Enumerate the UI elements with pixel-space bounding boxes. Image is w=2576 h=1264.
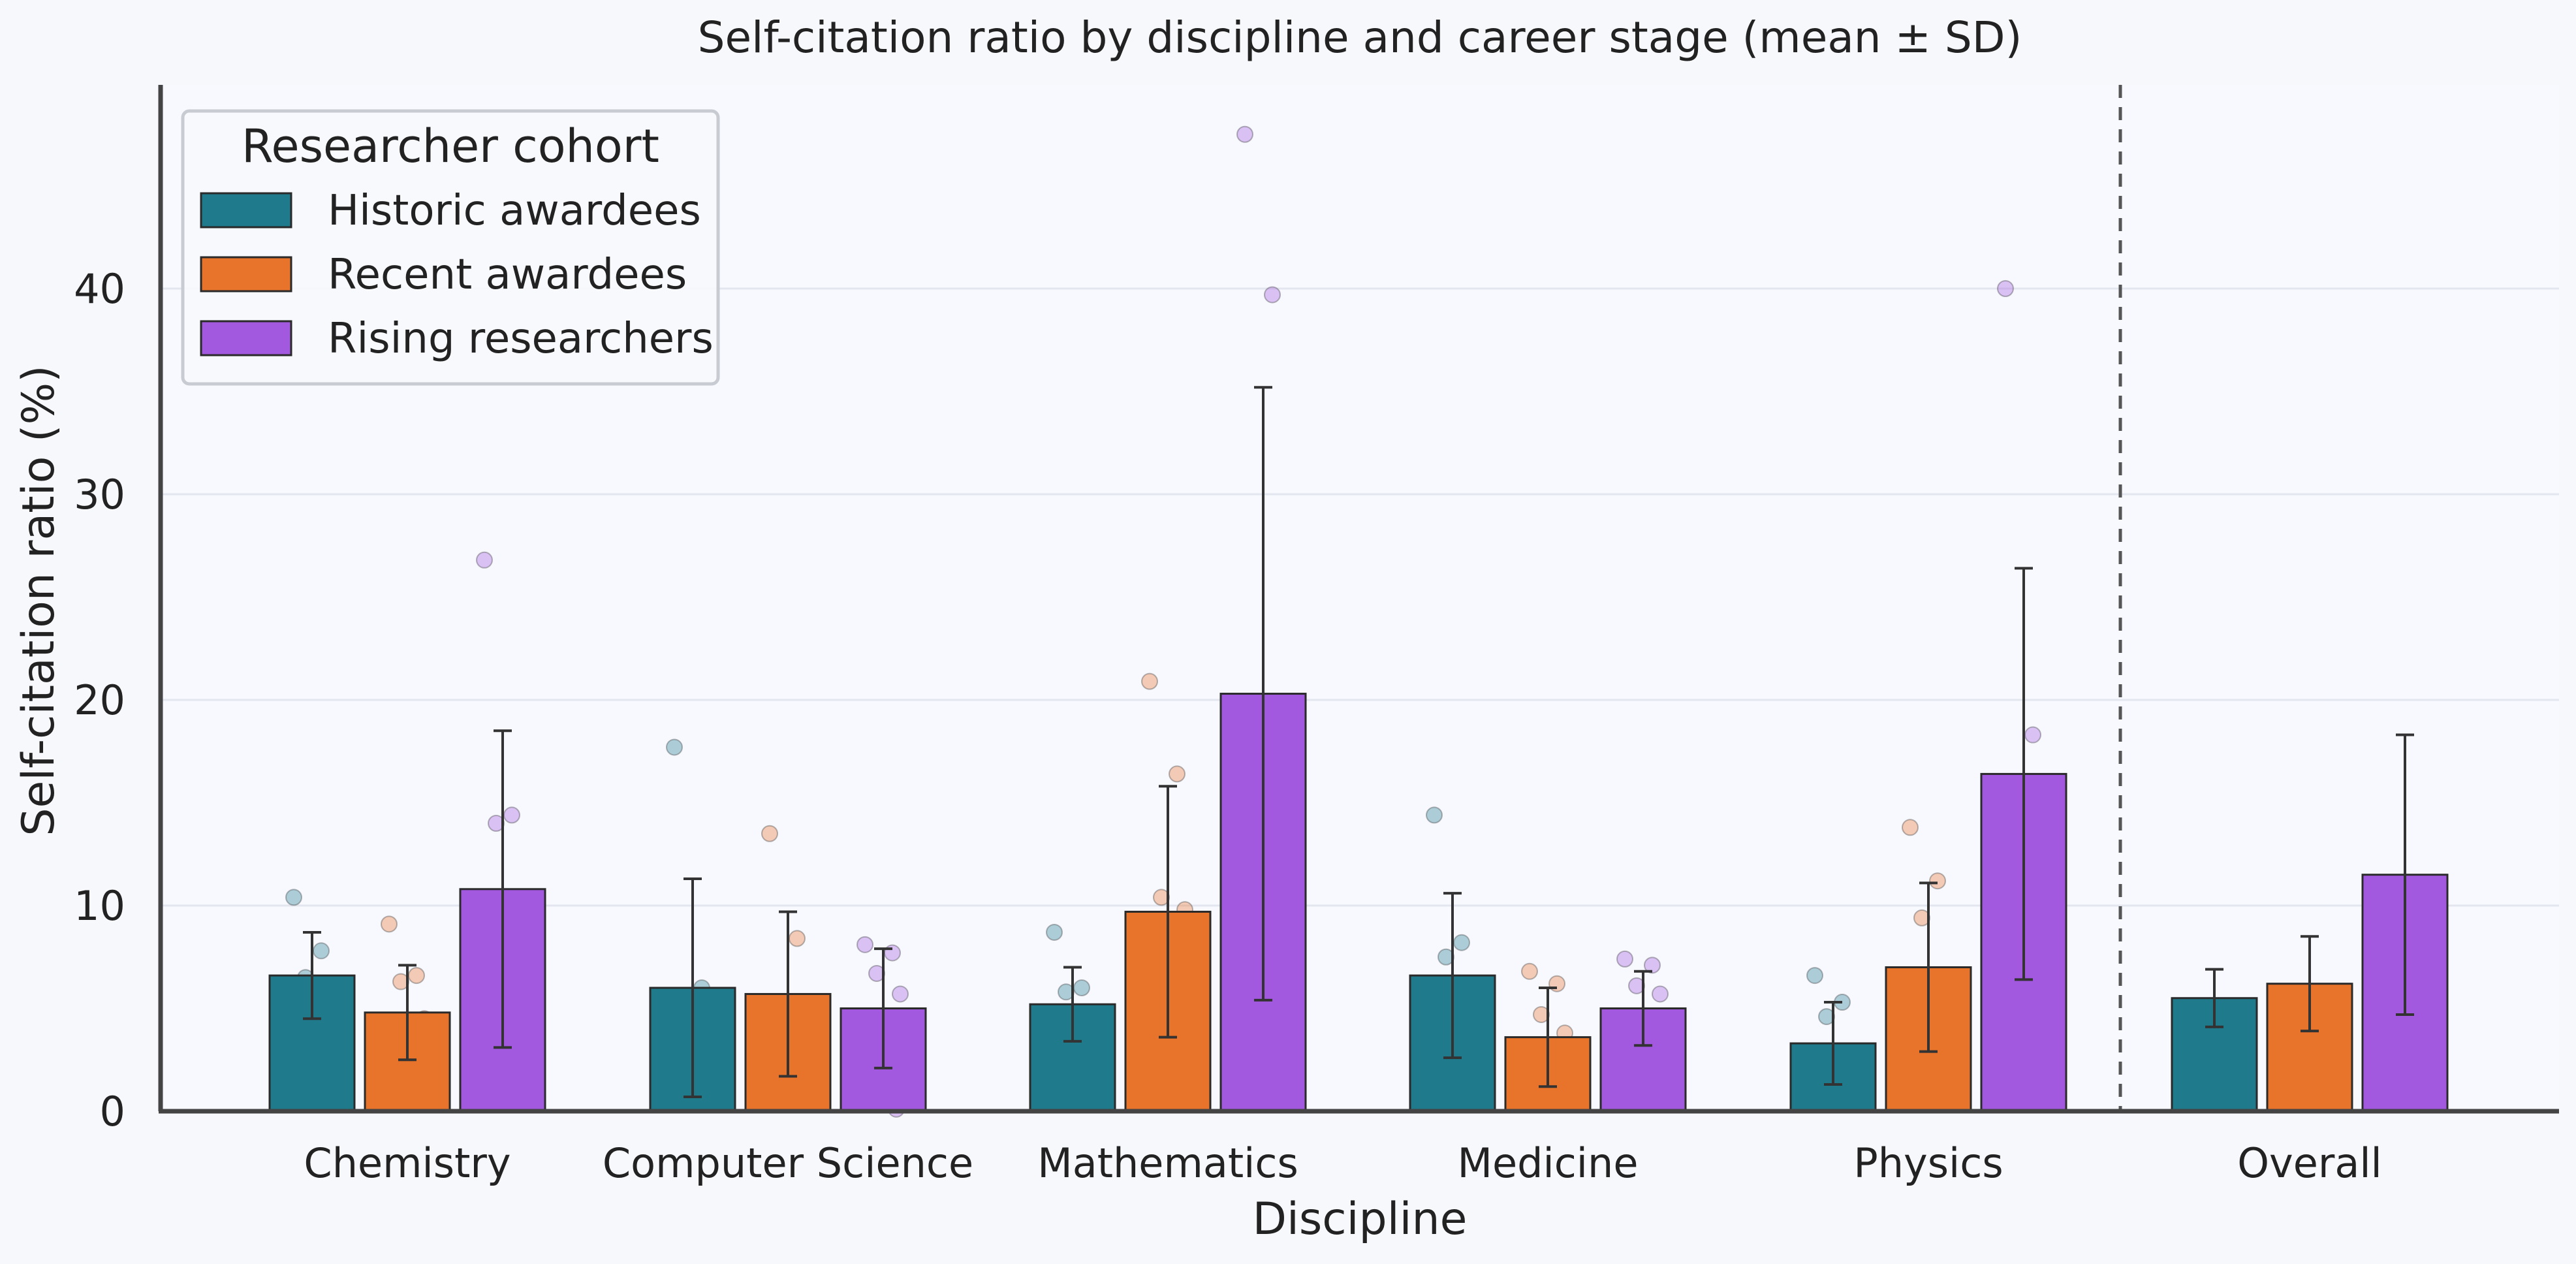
y-ticks: 0 10 20 30 40 [74, 265, 125, 1135]
data-point [408, 967, 425, 985]
data-point [1453, 934, 1470, 951]
y-tick-label: 30 [74, 471, 125, 518]
data-point [1902, 819, 1919, 836]
data-point [1806, 967, 1823, 985]
data-point [1644, 956, 1661, 974]
x-tick-label: Medicine [1458, 1139, 1639, 1187]
data-point [1236, 125, 1253, 143]
bar [268, 974, 356, 1113]
data-point [285, 889, 302, 906]
data-point [1929, 872, 1946, 890]
data-point [1548, 975, 1565, 992]
legend-swatch [200, 192, 292, 229]
x-tick-label: Mathematics [1037, 1139, 1298, 1187]
data-point [1169, 765, 1186, 783]
y-tick-label: 10 [74, 882, 125, 930]
y-tick-label: 0 [100, 1088, 125, 1135]
data-point [884, 944, 901, 962]
data-point [892, 985, 909, 1003]
legend-swatch [200, 320, 292, 356]
legend-swatch [200, 256, 292, 292]
data-point [2024, 726, 2041, 744]
y-axis-label: Self-citation ratio (%) [13, 365, 65, 836]
legend-label: Historic awardees [328, 187, 701, 235]
x-ticks: Chemistry Computer Science Mathematics Medi… [304, 1139, 2381, 1187]
data-point [1997, 280, 2014, 297]
data-point [476, 551, 493, 569]
legend-label: Rising researchers [328, 315, 714, 363]
data-point [856, 936, 873, 953]
legend-items: Historic awardees Recent awardees Rising r… [200, 187, 714, 363]
x-tick-label: Overall [2237, 1139, 2382, 1187]
data-point [1521, 962, 1538, 980]
legend-label: Recent awardees [328, 251, 687, 299]
x-axis-label: Discipline [1253, 1193, 1468, 1245]
data-point [761, 825, 778, 842]
chart-title: Self-citation ratio by discipline and ca… [698, 12, 2022, 63]
x-tick-label: Chemistry [304, 1139, 510, 1187]
x-tick-label: Computer Science [603, 1139, 973, 1187]
data-point [313, 942, 330, 960]
y-tick-label: 40 [74, 265, 125, 313]
data-point [789, 930, 806, 947]
error-bars [303, 386, 2414, 1098]
legend-title: Researcher cohort [242, 119, 659, 173]
y-tick-label: 20 [74, 676, 125, 724]
data-point [666, 738, 683, 756]
data-point [381, 915, 398, 933]
data-point [503, 806, 520, 824]
data-point [1264, 286, 1281, 304]
data-point [1073, 979, 1090, 996]
data-point [1141, 672, 1158, 690]
legend: Researcher cohort Historic awardees Recen… [181, 109, 720, 386]
legend-box [181, 109, 720, 386]
data-point [1426, 806, 1443, 824]
x-tick-label: Physics [1853, 1139, 2003, 1187]
data-point [1616, 950, 1633, 968]
data-point [1652, 985, 1669, 1003]
data-point [1046, 923, 1063, 941]
